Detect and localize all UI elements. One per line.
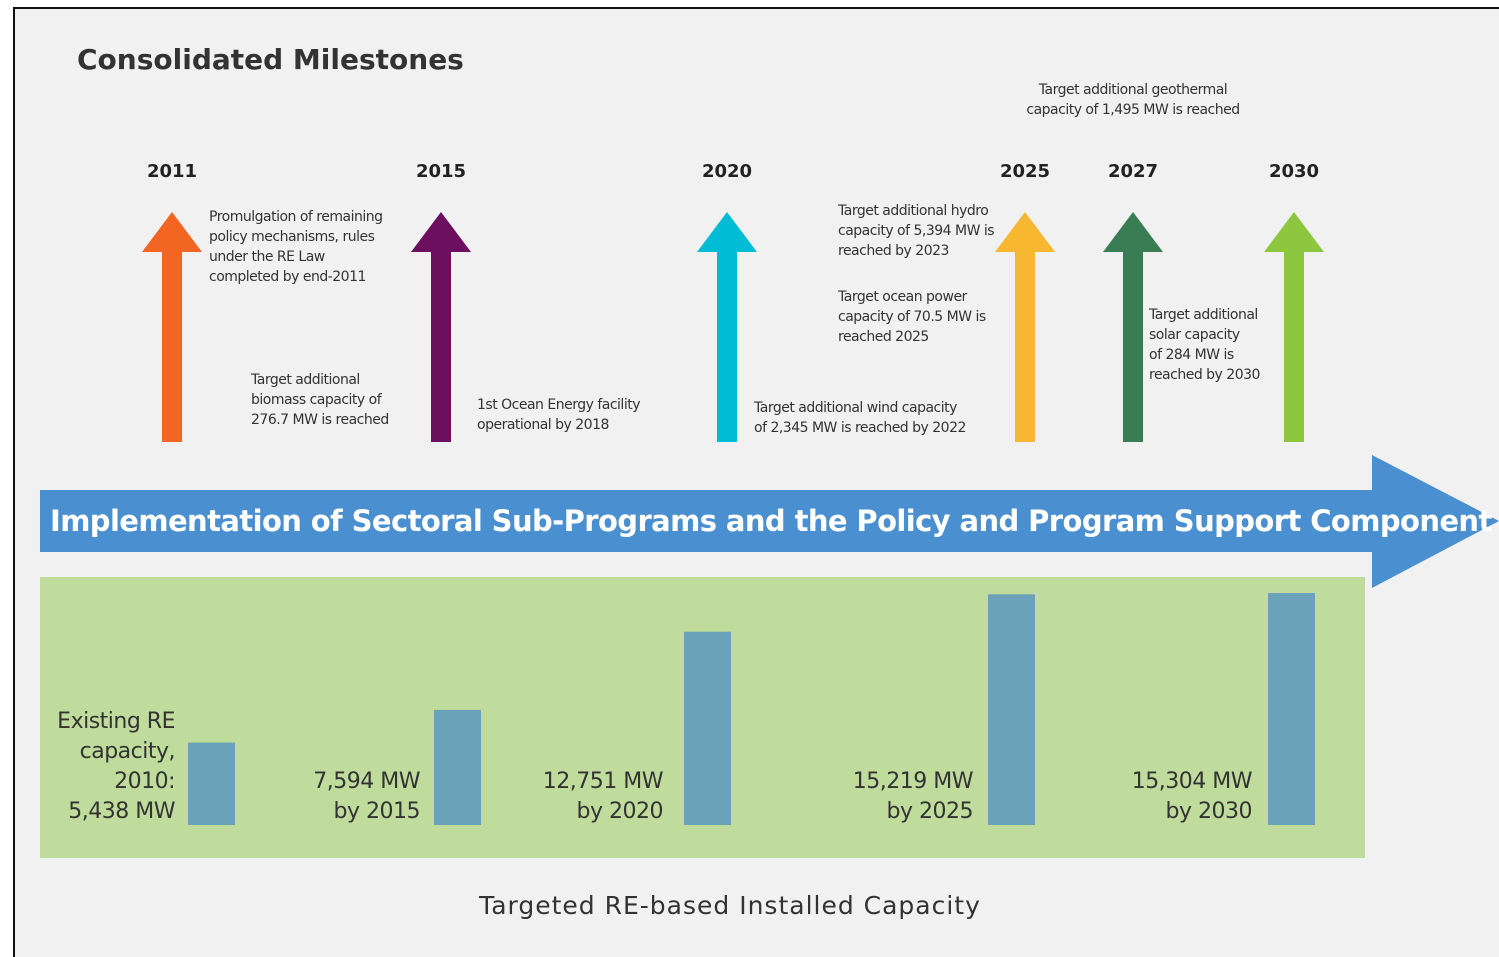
milestone-arrow <box>995 212 1055 442</box>
capacity-bar <box>188 742 235 825</box>
milestone-note: policy mechanisms, rules <box>209 229 375 245</box>
capacity-caption: Targeted RE-based Installed Capacity <box>478 891 981 920</box>
milestone-arrow <box>411 212 471 442</box>
capacity-label: by 2030 <box>1166 799 1252 824</box>
milestone-note: completed by end-2011 <box>209 269 366 285</box>
capacity-label: 15,219 MW <box>853 769 974 794</box>
capacity-label: 5,438 MW <box>68 799 175 824</box>
capacity-bar <box>1268 593 1315 825</box>
milestone-note: Target ocean power <box>837 289 968 305</box>
capacity-bar <box>684 631 731 825</box>
milestone-note: 1st Ocean Energy facility <box>477 397 640 413</box>
capacity-bar <box>988 594 1035 825</box>
milestone-note: Target additional <box>1148 307 1258 323</box>
milestone-note: Target additional <box>250 372 360 388</box>
milestone-arrow <box>697 212 757 442</box>
capacity-label: 2010: <box>114 769 175 794</box>
banner-body <box>40 490 1376 552</box>
milestone-year: 2025 <box>1000 161 1050 182</box>
capacity-bar <box>434 709 481 825</box>
capacity-label: 15,304 MW <box>1132 769 1253 794</box>
milestone-note: reached by 2023 <box>838 243 949 259</box>
milestone-year: 2015 <box>416 161 466 182</box>
capacity-label: 7,594 MW <box>313 769 420 794</box>
milestone-note: reached by 2030 <box>1149 367 1260 383</box>
milestone-note: capacity of 70.5 MW is <box>838 309 986 325</box>
capacity-label: by 2020 <box>577 799 663 824</box>
milestone-note: capacity of 5,394 MW is <box>838 223 994 239</box>
milestone-note: reached 2025 <box>838 329 929 345</box>
milestone-note: of 284 MW is <box>1149 347 1234 363</box>
milestone-note: solar capacity <box>1149 327 1240 343</box>
milestone-note: operational by 2018 <box>477 417 609 433</box>
title: Consolidated Milestones <box>77 43 464 76</box>
milestone-note: biomass capacity of <box>251 392 383 408</box>
milestone-note: Target additional hydro <box>837 203 988 219</box>
milestone-note: under the RE Law <box>209 249 325 265</box>
milestone-year: 2020 <box>702 161 752 182</box>
milestone-note: Target additional wind capacity <box>753 400 957 416</box>
milestone-note: 276.7 MW is reached <box>251 412 389 428</box>
milestone-arrow <box>1264 212 1324 442</box>
milestone-note: Promulgation of remaining <box>209 209 382 225</box>
capacity-label: by 2015 <box>334 799 420 824</box>
milestone-arrow <box>142 212 202 442</box>
milestone-note: Target additional geothermal <box>1038 82 1227 98</box>
milestone-note: of 2,345 MW is reached by 2022 <box>754 420 966 436</box>
milestone-year: 2011 <box>147 161 197 182</box>
milestone-arrow <box>1103 212 1163 442</box>
banner-text: Implementation of Sectoral Sub-Programs … <box>50 504 1492 538</box>
capacity-label: by 2025 <box>887 799 973 824</box>
capacity-label: 12,751 MW <box>543 769 664 794</box>
milestone-year: 2027 <box>1108 161 1158 182</box>
milestone-year: 2030 <box>1269 161 1319 182</box>
milestone-note: capacity of 1,495 MW is reached <box>1026 102 1239 118</box>
capacity-label: Existing RE <box>57 709 175 734</box>
capacity-label: capacity, <box>80 739 175 764</box>
banner-head <box>1372 455 1499 588</box>
